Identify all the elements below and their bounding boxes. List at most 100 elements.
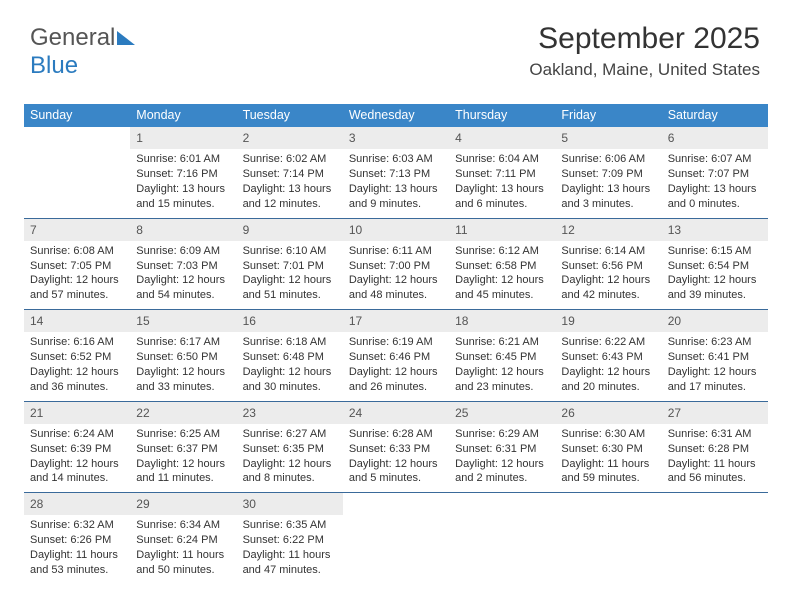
brand-triangle-icon bbox=[117, 31, 135, 45]
sunrise-line: Sunrise: 6:10 AM bbox=[243, 244, 337, 259]
day-body: Sunrise: 6:12 AMSunset: 6:58 PMDaylight:… bbox=[449, 241, 555, 309]
sunset-line: Sunset: 6:35 PM bbox=[243, 442, 337, 457]
daylight-line: Daylight: 13 hours and 6 minutes. bbox=[455, 182, 549, 212]
day-body: Sunrise: 6:07 AMSunset: 7:07 PMDaylight:… bbox=[662, 149, 768, 217]
day-body: Sunrise: 6:10 AMSunset: 7:01 PMDaylight:… bbox=[237, 241, 343, 309]
calendar-cell: 11Sunrise: 6:12 AMSunset: 6:58 PMDayligh… bbox=[449, 218, 555, 310]
sunrise-line: Sunrise: 6:31 AM bbox=[668, 427, 762, 442]
day-number: 9 bbox=[237, 219, 343, 241]
daylight-line: Daylight: 13 hours and 0 minutes. bbox=[668, 182, 762, 212]
day-body: Sunrise: 6:03 AMSunset: 7:13 PMDaylight:… bbox=[343, 149, 449, 217]
weekday-header: Thursday bbox=[449, 104, 555, 127]
daylight-line: Daylight: 11 hours and 59 minutes. bbox=[561, 457, 655, 487]
sunset-line: Sunset: 7:16 PM bbox=[136, 167, 230, 182]
sunset-line: Sunset: 6:39 PM bbox=[30, 442, 124, 457]
calendar-cell: 4Sunrise: 6:04 AMSunset: 7:11 PMDaylight… bbox=[449, 127, 555, 218]
sunset-line: Sunset: 7:14 PM bbox=[243, 167, 337, 182]
day-number: 7 bbox=[24, 219, 130, 241]
day-number: 25 bbox=[449, 402, 555, 424]
day-body: Sunrise: 6:15 AMSunset: 6:54 PMDaylight:… bbox=[662, 241, 768, 309]
daylight-line: Daylight: 12 hours and 45 minutes. bbox=[455, 273, 549, 303]
daylight-line: Daylight: 12 hours and 36 minutes. bbox=[30, 365, 124, 395]
calendar-cell: 12Sunrise: 6:14 AMSunset: 6:56 PMDayligh… bbox=[555, 218, 661, 310]
sunrise-line: Sunrise: 6:34 AM bbox=[136, 518, 230, 533]
day-number: 19 bbox=[555, 310, 661, 332]
sunset-line: Sunset: 6:22 PM bbox=[243, 533, 337, 548]
sunset-line: Sunset: 7:13 PM bbox=[349, 167, 443, 182]
day-body: Sunrise: 6:28 AMSunset: 6:33 PMDaylight:… bbox=[343, 424, 449, 492]
sunset-line: Sunset: 6:26 PM bbox=[30, 533, 124, 548]
day-number: 27 bbox=[662, 402, 768, 424]
daylight-line: Daylight: 13 hours and 3 minutes. bbox=[561, 182, 655, 212]
sunrise-line: Sunrise: 6:14 AM bbox=[561, 244, 655, 259]
day-number: 3 bbox=[343, 127, 449, 149]
sunset-line: Sunset: 6:43 PM bbox=[561, 350, 655, 365]
sunset-line: Sunset: 6:24 PM bbox=[136, 533, 230, 548]
calendar-cell: 16Sunrise: 6:18 AMSunset: 6:48 PMDayligh… bbox=[237, 310, 343, 402]
daylight-line: Daylight: 12 hours and 57 minutes. bbox=[30, 273, 124, 303]
sunset-line: Sunset: 6:30 PM bbox=[561, 442, 655, 457]
day-number: 13 bbox=[662, 219, 768, 241]
header-block: September 2025 Oakland, Maine, United St… bbox=[529, 22, 760, 80]
sunrise-line: Sunrise: 6:29 AM bbox=[455, 427, 549, 442]
calendar-cell: 17Sunrise: 6:19 AMSunset: 6:46 PMDayligh… bbox=[343, 310, 449, 402]
sunset-line: Sunset: 7:11 PM bbox=[455, 167, 549, 182]
day-number: 17 bbox=[343, 310, 449, 332]
day-number: 26 bbox=[555, 402, 661, 424]
brand-part2: Blue bbox=[30, 52, 78, 79]
day-body: Sunrise: 6:22 AMSunset: 6:43 PMDaylight:… bbox=[555, 332, 661, 400]
day-number: 12 bbox=[555, 219, 661, 241]
sunrise-line: Sunrise: 6:12 AM bbox=[455, 244, 549, 259]
daylight-line: Daylight: 12 hours and 17 minutes. bbox=[668, 365, 762, 395]
daylight-line: Daylight: 11 hours and 47 minutes. bbox=[243, 548, 337, 578]
sunrise-line: Sunrise: 6:35 AM bbox=[243, 518, 337, 533]
sunrise-line: Sunrise: 6:16 AM bbox=[30, 335, 124, 350]
day-body: Sunrise: 6:31 AMSunset: 6:28 PMDaylight:… bbox=[662, 424, 768, 492]
sunset-line: Sunset: 6:33 PM bbox=[349, 442, 443, 457]
sunset-line: Sunset: 6:31 PM bbox=[455, 442, 549, 457]
weekday-header: Friday bbox=[555, 104, 661, 127]
calendar-cell: 7Sunrise: 6:08 AMSunset: 7:05 PMDaylight… bbox=[24, 218, 130, 310]
sunrise-line: Sunrise: 6:17 AM bbox=[136, 335, 230, 350]
daylight-line: Daylight: 12 hours and 14 minutes. bbox=[30, 457, 124, 487]
daylight-line: Daylight: 11 hours and 53 minutes. bbox=[30, 548, 124, 578]
day-number: 8 bbox=[130, 219, 236, 241]
sunrise-line: Sunrise: 6:24 AM bbox=[30, 427, 124, 442]
sunrise-line: Sunrise: 6:19 AM bbox=[349, 335, 443, 350]
sunset-line: Sunset: 6:48 PM bbox=[243, 350, 337, 365]
calendar-cell: 23Sunrise: 6:27 AMSunset: 6:35 PMDayligh… bbox=[237, 401, 343, 493]
daylight-line: Daylight: 13 hours and 15 minutes. bbox=[136, 182, 230, 212]
sunset-line: Sunset: 6:54 PM bbox=[668, 259, 762, 274]
calendar-cell: 2Sunrise: 6:02 AMSunset: 7:14 PMDaylight… bbox=[237, 127, 343, 218]
day-number: 22 bbox=[130, 402, 236, 424]
calendar-cell: 14Sunrise: 6:16 AMSunset: 6:52 PMDayligh… bbox=[24, 310, 130, 402]
sunrise-line: Sunrise: 6:01 AM bbox=[136, 152, 230, 167]
location-text: Oakland, Maine, United States bbox=[529, 60, 760, 80]
sunset-line: Sunset: 7:09 PM bbox=[561, 167, 655, 182]
daylight-line: Daylight: 12 hours and 39 minutes. bbox=[668, 273, 762, 303]
sunrise-line: Sunrise: 6:28 AM bbox=[349, 427, 443, 442]
brand-part1: General bbox=[30, 24, 115, 51]
day-number: 18 bbox=[449, 310, 555, 332]
sunrise-line: Sunrise: 6:15 AM bbox=[668, 244, 762, 259]
sunset-line: Sunset: 6:46 PM bbox=[349, 350, 443, 365]
sunrise-line: Sunrise: 6:07 AM bbox=[668, 152, 762, 167]
day-body: Sunrise: 6:04 AMSunset: 7:11 PMDaylight:… bbox=[449, 149, 555, 217]
sunrise-line: Sunrise: 6:08 AM bbox=[30, 244, 124, 259]
sunset-line: Sunset: 6:37 PM bbox=[136, 442, 230, 457]
calendar-cell: 15Sunrise: 6:17 AMSunset: 6:50 PMDayligh… bbox=[130, 310, 236, 402]
sunrise-line: Sunrise: 6:02 AM bbox=[243, 152, 337, 167]
calendar-cell: 27Sunrise: 6:31 AMSunset: 6:28 PMDayligh… bbox=[662, 401, 768, 493]
daylight-line: Daylight: 12 hours and 2 minutes. bbox=[455, 457, 549, 487]
day-number: 29 bbox=[130, 493, 236, 515]
day-body: Sunrise: 6:01 AMSunset: 7:16 PMDaylight:… bbox=[130, 149, 236, 217]
calendar-table: SundayMondayTuesdayWednesdayThursdayFrid… bbox=[24, 104, 768, 584]
sunrise-line: Sunrise: 6:06 AM bbox=[561, 152, 655, 167]
weekday-header: Saturday bbox=[662, 104, 768, 127]
day-body: Sunrise: 6:30 AMSunset: 6:30 PMDaylight:… bbox=[555, 424, 661, 492]
sunrise-line: Sunrise: 6:22 AM bbox=[561, 335, 655, 350]
sunset-line: Sunset: 7:00 PM bbox=[349, 259, 443, 274]
calendar-cell: 1Sunrise: 6:01 AMSunset: 7:16 PMDaylight… bbox=[130, 127, 236, 218]
sunset-line: Sunset: 6:50 PM bbox=[136, 350, 230, 365]
calendar-cell: 9Sunrise: 6:10 AMSunset: 7:01 PMDaylight… bbox=[237, 218, 343, 310]
